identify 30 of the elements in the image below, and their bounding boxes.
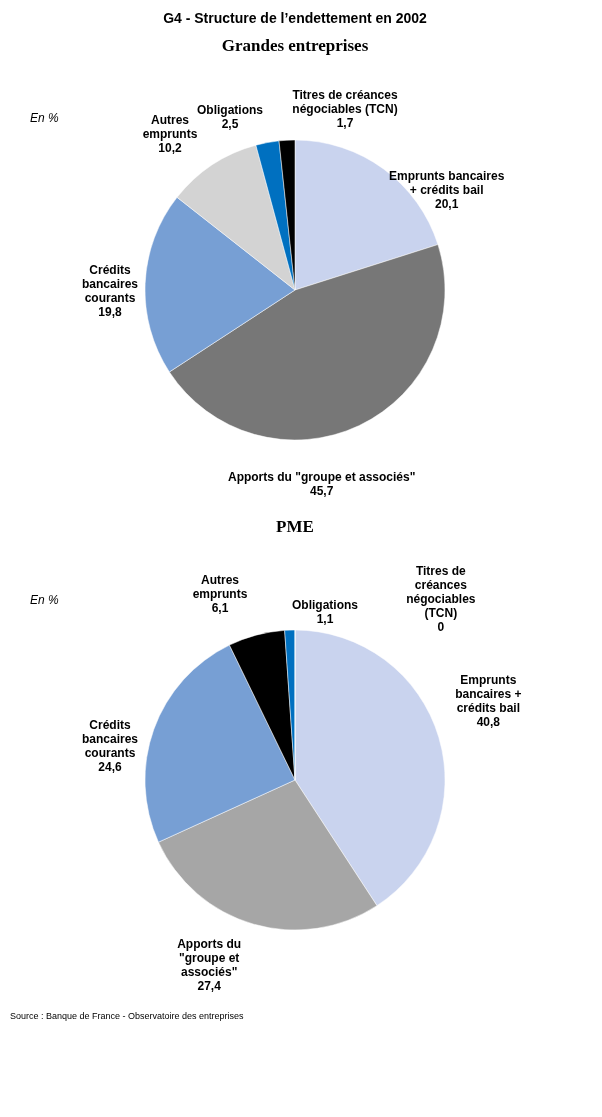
slice-label: Crédits bancaires courants [81,263,139,306]
chart-title: G4 - Structure de l’endettement en 2002 [163,10,428,26]
data-label: 2,5 [221,116,239,131]
chart-subtitle: Grandes entreprises [221,36,369,55]
slice-label: Autres emprunts [142,112,198,141]
data-label: 27,4 [197,978,222,993]
slice-label: Titres de créances négociables (TCN) [292,87,398,116]
text: 0 [437,620,445,634]
source-note: Source : Banque de France - Observatoire des entreprises [10,1011,245,1021]
data-label: 19,8 [98,305,122,320]
text: En % [30,593,60,607]
category-label: Titres de créances négociables (TCN) [406,564,476,620]
data-label: 10,2 [158,140,182,155]
slice-label: Crédits bancaires courants [81,718,139,761]
slice-label: Emprunts bancaires + crédits bail [455,672,522,715]
slice-label: Emprunts bancaires + crédits bail [388,169,505,198]
chart-title: PME [276,517,314,536]
data-label: 20,1 [434,197,459,212]
data-label: 45,7 [309,484,334,499]
slice-label: Obligations [197,102,264,117]
slice-label: Apports du "groupe et associés" [227,470,416,485]
data-label: 24,6 [98,760,122,775]
data-label: 1,7 [336,115,354,130]
slice-label: Obligations [292,597,359,612]
slice-label: Apports du "groupe et associés" [177,936,242,979]
slice-label: Autres emprunts [192,572,248,601]
data-label: 6,1 [211,600,229,615]
data-label: 40,8 [476,714,501,729]
text: En % [30,111,60,125]
data-label: 1,1 [316,611,334,626]
